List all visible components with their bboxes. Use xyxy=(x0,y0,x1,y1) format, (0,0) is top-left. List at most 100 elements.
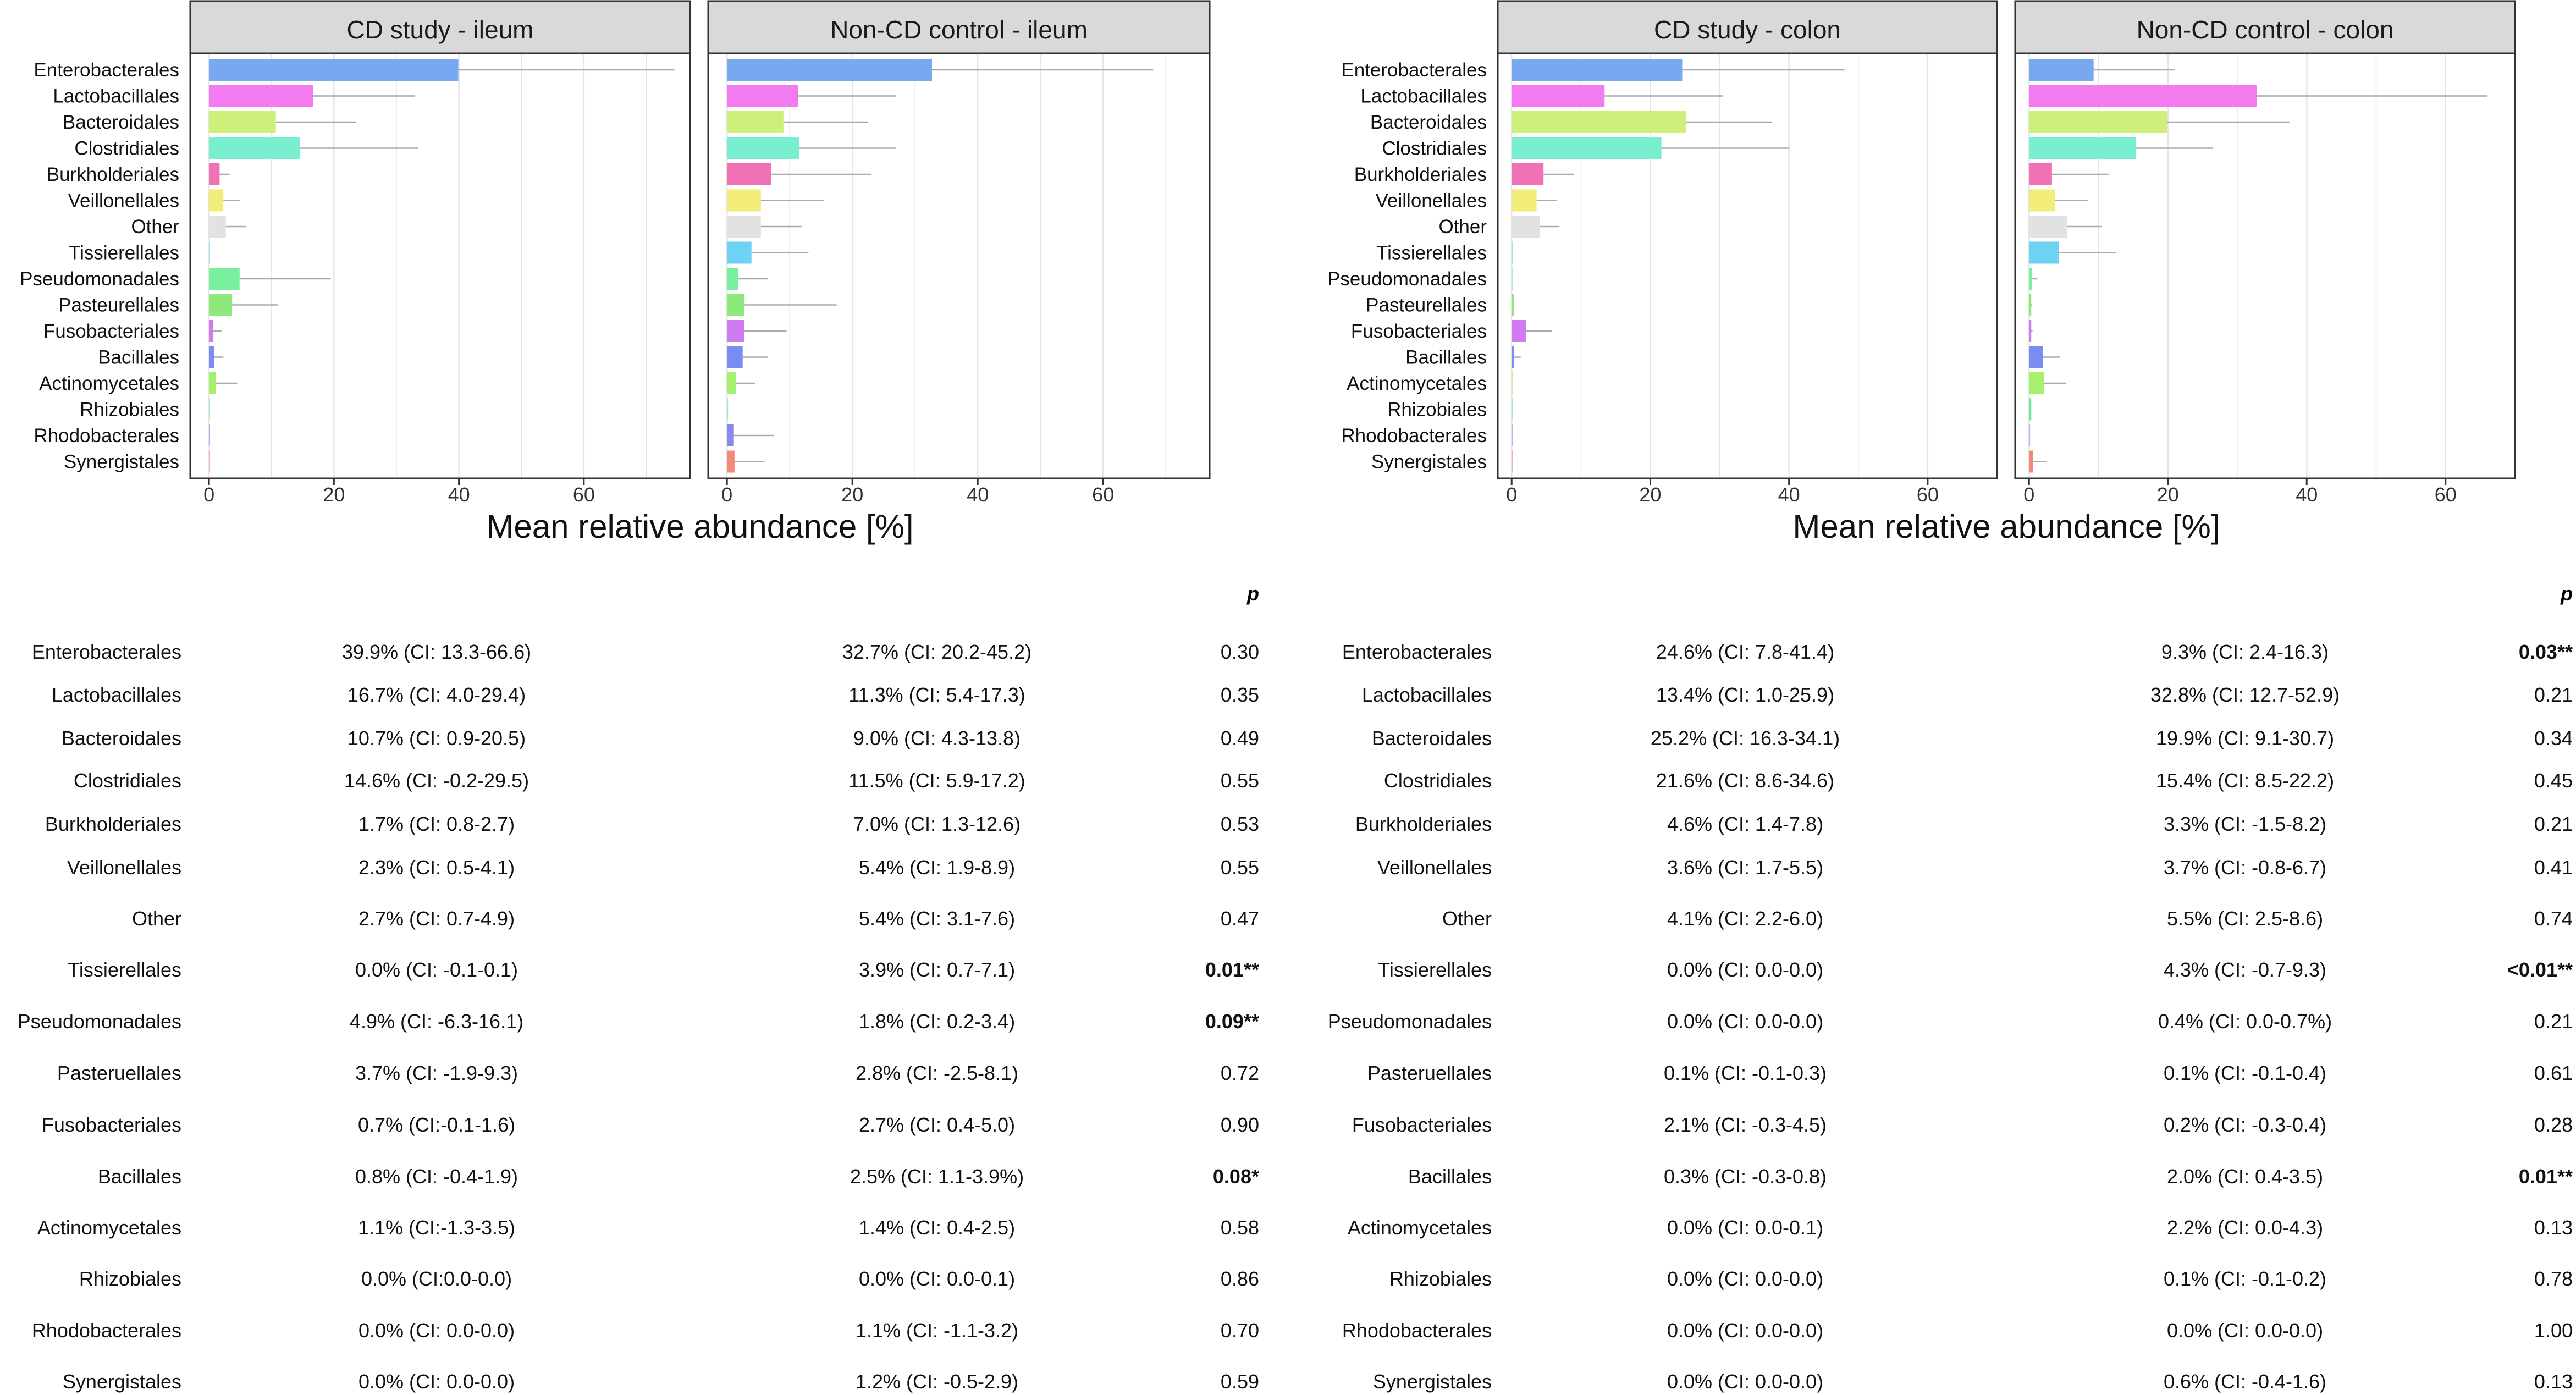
bar-pasteurellales xyxy=(727,294,745,316)
significance-stars: ** xyxy=(1244,958,1259,981)
taxon-name: Tissierellales xyxy=(1378,958,1492,981)
plot-frame xyxy=(1497,52,1998,479)
p-value-header: p xyxy=(2560,582,2573,605)
table-row: Burkholderiales 1.7% (CI: 0.8-2.7) 7.0% (C… xyxy=(45,813,1259,835)
bar-clostridiales xyxy=(2029,137,2136,159)
p-value: 0.35 xyxy=(1221,683,1259,706)
p-value: 0.03** xyxy=(2519,641,2573,663)
y-tick-label-pasteurellales: Pasteurellales xyxy=(58,295,179,316)
bar-pseudomonadales xyxy=(727,268,738,290)
x-tick-label: 40 xyxy=(448,483,470,506)
significance-stars: * xyxy=(1251,1165,1259,1188)
x-tick-label: 20 xyxy=(841,483,863,506)
plot-frame xyxy=(2014,52,2516,479)
cd-abundance: 0.0% (CI: 0.0-0.0) xyxy=(1667,1319,1823,1342)
taxon-name: Bacillales xyxy=(98,1165,181,1188)
y-tick-label-pseudomonadales: Pseudomonadales xyxy=(1327,268,1487,290)
panel-header xyxy=(1497,0,1998,54)
taxon-name: Synergistales xyxy=(63,1370,181,1393)
bar-bacillales xyxy=(2029,346,2043,368)
cd-abundance: 1.1% (CI:-1.3-3.5) xyxy=(358,1216,515,1239)
cd-abundance: 0.0% (CI: 0.0-0.0) xyxy=(1667,1370,1823,1393)
bar-tissierellales xyxy=(209,241,211,264)
significance-stars: ** xyxy=(2557,958,2573,981)
table-row: Synergistales 0.0% (CI: 0.0-0.0) 0.6% (CI:… xyxy=(1373,1370,2573,1393)
table-row: Pseudomonadales 0.0% (CI: 0.0-0.0) 0.4% (C… xyxy=(1328,1010,2573,1033)
taxon-name: Bacteroidales xyxy=(1372,727,1492,749)
bar-tissierellales xyxy=(727,241,752,264)
p-value: 0.21 xyxy=(2534,1010,2573,1033)
cd-abundance: 3.6% (CI: 1.7-5.5) xyxy=(1667,856,1823,879)
table-row: Actinomycetales 0.0% (CI: 0.0-0.1) 2.2% (C… xyxy=(1348,1216,2573,1239)
cd-abundance: 2.7% (CI: 0.7-4.9) xyxy=(358,907,515,930)
cd-abundance: 10.7% (CI: 0.9-20.5) xyxy=(347,727,526,749)
y-tick-label-lactobacillales: Lactobacillales xyxy=(1360,86,1487,107)
p-value: 1.00 xyxy=(2534,1319,2573,1342)
bar-clostridiales xyxy=(727,137,799,159)
cd-abundance: 3.7% (CI: -1.9-9.3) xyxy=(355,1062,518,1084)
p-value: 0.53 xyxy=(1221,813,1259,835)
charts-layer: CD study - ileum 0 20 40 60 Enterobacterales L… xyxy=(20,0,2516,545)
cd-abundance: 16.7% (CI: 4.0-29.4) xyxy=(347,683,526,706)
taxon-name: Enterobacterales xyxy=(32,641,181,663)
control-abundance: 0.1% (CI: -0.1-0.4) xyxy=(2164,1062,2326,1084)
bar-burkholderiales xyxy=(209,163,220,185)
chart-panel-cd-study-ileum: CD study - ileum 0 20 40 60 Enterobacterales L… xyxy=(20,0,691,506)
taxon-name: Clostridiales xyxy=(74,769,181,792)
cd-abundance: 0.0% (CI: 0.0-0.0) xyxy=(1667,1267,1823,1290)
taxon-name: Burkholderiales xyxy=(1355,813,1492,835)
bar-veillonellales xyxy=(209,189,224,212)
bar-pasteurellales xyxy=(209,294,233,316)
bar-clostridiales xyxy=(209,137,300,159)
bar-veillonellales xyxy=(1512,189,1537,212)
cd-abundance: 2.1% (CI: -0.3-4.5) xyxy=(1664,1113,1827,1136)
table-row: Pasteruellales 3.7% (CI: -1.9-9.3) 2.8% (C… xyxy=(57,1062,1259,1084)
x-tick-label: 20 xyxy=(1639,483,1661,506)
p-value: 0.55 xyxy=(1221,856,1259,879)
y-tick-label-veillonellales: Veillonellales xyxy=(68,190,179,212)
bar-clostridiales xyxy=(1512,137,1662,159)
taxon-name: Pseudomonadales xyxy=(1328,1010,1492,1033)
bar-pasteurellales xyxy=(2029,294,2032,316)
cd-abundance: 0.1% (CI: -0.1-0.3) xyxy=(1664,1062,1827,1084)
y-tick-label-actinomycetales: Actinomycetales xyxy=(1347,373,1487,394)
control-abundance: 2.8% (CI: -2.5-8.1) xyxy=(856,1062,1018,1084)
cd-abundance: 0.7% (CI:-0.1-1.6) xyxy=(358,1113,515,1136)
table-row: Rhizobiales 0.0% (CI: 0.0-0.0) 0.1% (CI: -… xyxy=(1389,1267,2573,1290)
x-tick-label: 60 xyxy=(1917,483,1939,506)
x-tick-label: 40 xyxy=(2296,483,2318,506)
cd-abundance: 4.9% (CI: -6.3-16.1) xyxy=(350,1010,523,1033)
x-tick-label: 40 xyxy=(967,483,989,506)
p-value: 0.34 xyxy=(2534,727,2573,749)
p-value: 0.72 xyxy=(1221,1062,1259,1084)
x-tick-label: 20 xyxy=(2157,483,2179,506)
bar-rhodobacterales xyxy=(1512,424,1513,446)
control-abundance: 5.4% (CI: 3.1-7.6) xyxy=(859,907,1015,930)
table-row: Pseudomonadales 4.9% (CI: -6.3-16.1) 1.8% … xyxy=(18,1010,1259,1033)
taxon-name: Synergistales xyxy=(1373,1370,1492,1393)
p-value-header: p xyxy=(1246,582,1259,605)
significance-stars: ** xyxy=(1244,1010,1259,1033)
control-abundance: 32.8% (CI: 12.7-52.9) xyxy=(2150,683,2340,706)
panel-title: CD study - ileum xyxy=(347,15,534,44)
control-abundance: 32.7% (CI: 20.2-45.2) xyxy=(842,641,1031,663)
table-row: Veillonellales 2.3% (CI: 0.5-4.1) 5.4% (CI… xyxy=(67,856,1259,879)
cd-abundance: 4.6% (CI: 1.4-7.8) xyxy=(1667,813,1823,835)
y-tick-label-rhizobiales: Rhizobiales xyxy=(80,399,179,421)
y-tick-label-other: Other xyxy=(1438,216,1487,238)
control-abundance: 2.5% (CI: 1.1-3.9%) xyxy=(850,1165,1024,1188)
table-row: Clostridiales 14.6% (CI: -0.2-29.5) 11.5% … xyxy=(74,769,1259,792)
table-row: Bacteroidales 10.7% (CI: 0.9-20.5) 9.0% (C… xyxy=(62,727,1259,749)
bar-enterobacterales xyxy=(209,59,459,81)
table-row: Fusobacteriales 2.1% (CI: -0.3-4.5) 0.2% (… xyxy=(1352,1113,2573,1136)
taxon-name: Lactobacillales xyxy=(1362,683,1492,706)
table-row: Other 4.1% (CI: 2.2-6.0) 5.5% (CI: 2.5-8.6… xyxy=(1442,907,2573,930)
y-tick-label-synergistales: Synergistales xyxy=(1371,451,1487,473)
taxon-name: Actinomycetales xyxy=(37,1216,181,1239)
bar-enterobacterales xyxy=(2029,59,2094,81)
panel-title: CD study - colon xyxy=(1654,15,1841,44)
control-abundance: 19.9% (CI: 9.1-30.7) xyxy=(2156,727,2334,749)
significance-stars: ** xyxy=(2557,1165,2573,1188)
p-value: 0.01** xyxy=(2519,1165,2573,1188)
y-tick-label-veillonellales: Veillonellales xyxy=(1376,190,1487,212)
